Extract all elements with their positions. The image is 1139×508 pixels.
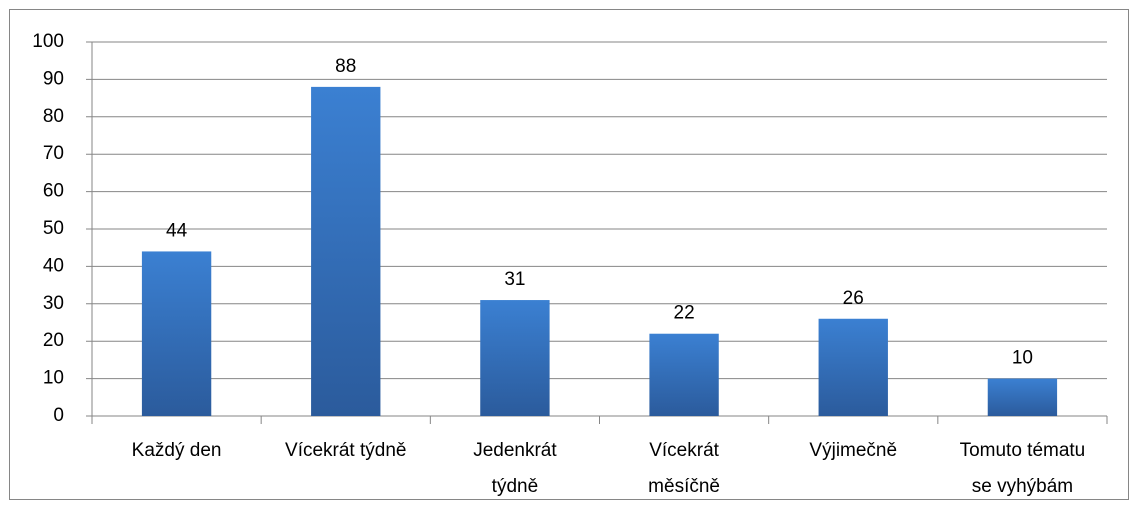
y-tick-label: 0 [53,405,64,426]
data-label: 31 [504,269,525,290]
x-tick-label: Každý den [132,440,222,461]
data-label: 44 [166,220,188,241]
bar [141,251,212,416]
y-tick-label: 100 [32,31,64,52]
y-tick-label: 90 [43,68,64,89]
y-tick-label: 50 [43,218,64,239]
y-tick-label: 40 [43,255,64,276]
x-tick-label: Jedenkrát týdně [473,440,557,497]
y-tick-label: 10 [43,368,64,389]
data-label: 88 [335,56,356,77]
x-tick-label: Výjimečně [809,440,897,461]
bar [987,378,1058,416]
bar [311,86,381,416]
x-tick-label: Vícekrát týdně [285,440,406,461]
y-tick-label: 20 [43,330,64,351]
y-tick-label: 60 [43,181,64,202]
y-tick-label: 80 [43,106,64,127]
bar [818,318,888,416]
y-tick-label: 70 [43,143,64,164]
bar [649,333,719,416]
x-tick-label: Tomuto tématu se vyhýbám [960,440,1086,497]
data-label: 26 [843,288,864,309]
bar [480,300,550,416]
x-tick-label: Vícekrát měsíčně [648,440,720,497]
data-label: 10 [1012,348,1033,369]
y-tick-label: 30 [43,293,64,314]
data-label: 22 [674,303,695,324]
